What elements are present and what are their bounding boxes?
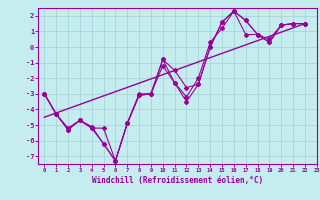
X-axis label: Windchill (Refroidissement éolien,°C): Windchill (Refroidissement éolien,°C) xyxy=(92,176,263,185)
